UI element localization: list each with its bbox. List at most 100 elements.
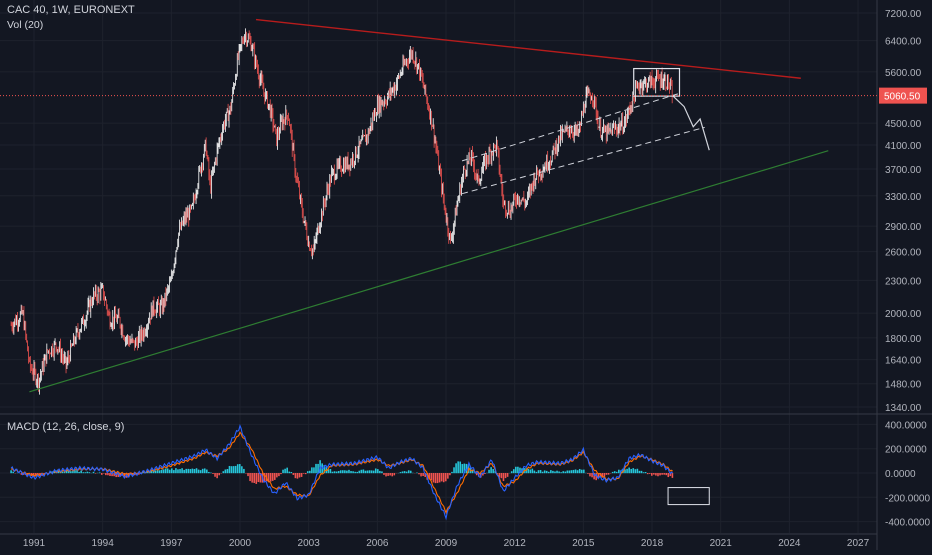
histogram-bar bbox=[579, 469, 581, 473]
histogram-bar bbox=[437, 473, 439, 483]
histogram-bar bbox=[616, 472, 618, 473]
time-axis-label: 2018 bbox=[641, 538, 664, 549]
histogram-bar bbox=[303, 473, 305, 474]
histogram-bar bbox=[369, 470, 371, 473]
histogram-bar bbox=[87, 472, 89, 474]
histogram-bar bbox=[163, 469, 165, 473]
histogram-bar bbox=[529, 469, 531, 473]
histogram-bar bbox=[288, 472, 290, 474]
histogram-bar bbox=[651, 473, 653, 476]
histogram-bar bbox=[336, 472, 338, 474]
histogram-bar bbox=[379, 471, 381, 473]
histogram-bar bbox=[297, 473, 299, 479]
time-axis-label: 2021 bbox=[710, 538, 733, 549]
histogram-bar bbox=[181, 468, 183, 473]
histogram-bar bbox=[223, 471, 225, 473]
histogram-bar bbox=[649, 473, 651, 474]
histogram-bar bbox=[270, 473, 272, 482]
price-axis-label: 2900.00 bbox=[885, 222, 922, 233]
histogram-bar bbox=[645, 472, 647, 473]
histogram-bar bbox=[307, 471, 309, 473]
histogram-bar bbox=[253, 473, 255, 483]
histogram-bar bbox=[577, 470, 579, 473]
histogram-bar bbox=[439, 473, 441, 482]
histogram-bar bbox=[511, 471, 513, 473]
price-tag-label: 5060.50 bbox=[884, 92, 921, 103]
macd-axis-label: 200.0000 bbox=[885, 445, 927, 456]
histogram-bar bbox=[107, 473, 109, 475]
histogram-bar bbox=[192, 469, 194, 474]
histogram-bar bbox=[237, 464, 239, 473]
histogram-bar bbox=[212, 473, 214, 474]
histogram-bar bbox=[583, 470, 585, 474]
histogram-bar bbox=[280, 473, 282, 474]
symbol-title: CAC 40, 1W, EURONEXT bbox=[7, 4, 135, 16]
macd-label: MACD (12, 26, close, 9) bbox=[7, 421, 124, 433]
histogram-bar bbox=[515, 467, 517, 473]
histogram-bar bbox=[214, 473, 216, 477]
histogram-bar bbox=[569, 470, 571, 473]
histogram-bar bbox=[278, 473, 280, 476]
histogram-bar bbox=[618, 470, 620, 473]
histogram-bar bbox=[538, 470, 540, 473]
histogram-bar bbox=[194, 469, 196, 473]
histogram-bar bbox=[334, 471, 336, 473]
histogram-bar bbox=[573, 470, 575, 473]
price-axis-label: 1340.00 bbox=[885, 403, 922, 414]
histogram-bar bbox=[540, 470, 542, 473]
histogram-bar bbox=[558, 471, 560, 473]
histogram-bar bbox=[272, 473, 274, 481]
histogram-bar bbox=[391, 473, 393, 476]
histogram-bar bbox=[225, 470, 227, 474]
histogram-bar bbox=[161, 470, 163, 473]
histogram-bar bbox=[488, 470, 490, 473]
histogram-bar bbox=[208, 472, 210, 473]
histogram-bar bbox=[550, 470, 552, 473]
histogram-bar bbox=[643, 472, 645, 473]
histogram-bar bbox=[628, 468, 630, 474]
histogram-bar bbox=[190, 469, 192, 473]
histogram-bar bbox=[99, 472, 101, 473]
histogram-bar bbox=[641, 471, 643, 473]
histogram-bar bbox=[290, 472, 292, 473]
histogram-bar bbox=[179, 469, 181, 473]
histogram-bar bbox=[352, 471, 354, 473]
histogram-bar bbox=[632, 468, 634, 473]
histogram-bar bbox=[315, 464, 317, 473]
histogram-bar bbox=[282, 470, 284, 474]
price-axis-label: 6400.00 bbox=[885, 37, 922, 48]
histogram-bar bbox=[443, 473, 445, 482]
histogram-bar bbox=[377, 469, 379, 473]
histogram-bar bbox=[453, 467, 455, 473]
time-axis-label: 2006 bbox=[366, 538, 389, 549]
histogram-bar bbox=[387, 473, 389, 476]
histogram-bar bbox=[177, 469, 179, 473]
histogram-bar bbox=[196, 468, 198, 473]
time-axis-label: 1994 bbox=[92, 538, 115, 549]
histogram-bar bbox=[274, 473, 276, 480]
histogram-bar bbox=[338, 471, 340, 473]
histogram-bar bbox=[109, 473, 111, 476]
histogram-bar bbox=[70, 471, 72, 473]
histogram-bar bbox=[200, 470, 202, 473]
histogram-bar bbox=[72, 471, 74, 473]
histogram-bar bbox=[517, 467, 519, 473]
histogram-bar bbox=[567, 470, 569, 473]
histogram-bar bbox=[367, 471, 369, 474]
histogram-bar bbox=[82, 472, 84, 473]
histogram-bar bbox=[383, 473, 385, 475]
histogram-bar bbox=[614, 471, 616, 473]
histogram-bar bbox=[299, 473, 301, 477]
histogram-bar bbox=[552, 471, 554, 473]
histogram-bar bbox=[655, 473, 657, 476]
time-axis-label: 2009 bbox=[435, 538, 458, 549]
histogram-bar bbox=[461, 464, 463, 473]
histogram-bar bbox=[455, 463, 457, 473]
histogram-bar bbox=[105, 473, 107, 475]
histogram-bar bbox=[513, 469, 515, 473]
histogram-bar bbox=[408, 470, 410, 473]
histogram-bar bbox=[309, 471, 311, 473]
price-axis-label: 2600.00 bbox=[885, 248, 922, 259]
